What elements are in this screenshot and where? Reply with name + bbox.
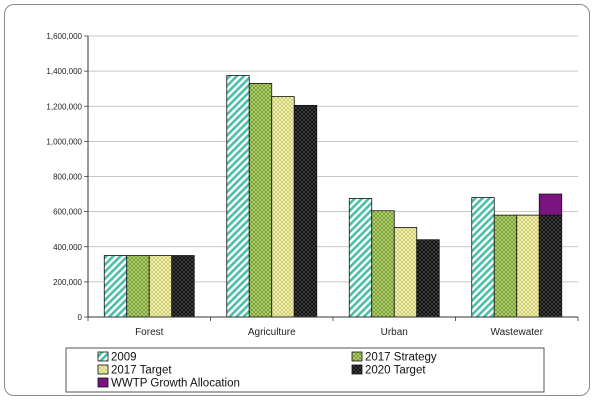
bar-forest-2020-target	[171, 255, 195, 318]
legend-label-wwtp-growth: WWTP Growth Allocation	[111, 378, 240, 390]
bar-agriculture-2017-strategy	[248, 83, 273, 318]
y-tick-label: 1,600,000	[46, 32, 82, 41]
x-category-label: Forest	[135, 327, 164, 338]
y-tick-label: 1,000,000	[46, 137, 82, 146]
bar-agriculture-2017-target	[271, 96, 295, 318]
y-axis-ticks: 0 200,000 400,000 600,000 800,000 1,000,000 1,…	[46, 32, 88, 322]
axes	[87, 36, 579, 321]
bar-urban-2020-target	[416, 239, 440, 318]
y-tick-label: 200,000	[53, 278, 82, 287]
x-category-label: Wastewater	[491, 327, 544, 338]
legend-swatch-2017-target	[97, 364, 109, 375]
legend-label-2017-strategy: 2017 Strategy	[365, 352, 437, 364]
y-tick-label: 1,200,000	[46, 102, 82, 111]
y-tick-label: 800,000	[53, 173, 82, 182]
bar-urban-2017-strategy	[371, 210, 395, 318]
bar-urban-2017-target	[393, 227, 418, 318]
y-tick-label: 400,000	[53, 243, 82, 252]
x-category-label: Agriculture	[248, 327, 296, 338]
bar-wastewater-2017-target	[516, 214, 540, 318]
legend-label-2020-target: 2020 Target	[365, 365, 426, 377]
y-tick-label: 0	[78, 313, 83, 322]
legend-label-2009: 2009	[111, 352, 137, 364]
bar-urban-2009	[348, 198, 373, 318]
legend-swatch-2009	[97, 351, 109, 362]
y-tick-label: 600,000	[53, 208, 82, 217]
bar-agriculture-2009	[226, 75, 250, 318]
bar-wastewater-2020-target	[538, 214, 563, 318]
bar-wastewater-2009	[471, 197, 495, 318]
bar-agriculture-2020-target	[293, 104, 318, 318]
bar-forest-2017-target	[148, 255, 173, 318]
legend: 2009 2017 Strategy 2017 Target 2020 Targ…	[65, 347, 545, 393]
legend-swatch-wwtp-growth	[97, 377, 109, 388]
legend-swatch-2017-strategy	[351, 351, 363, 362]
legend-box	[65, 347, 545, 393]
x-category-label: Urban	[381, 327, 408, 338]
bar-forest-2017-strategy	[126, 255, 150, 318]
bar-wastewater-wwtp-growth-allocation	[538, 193, 563, 216]
legend-swatch-2020-target	[351, 364, 363, 375]
legend-label-2017-target: 2017 Target	[111, 365, 172, 377]
bars	[103, 75, 563, 318]
bar-wastewater-2017-strategy	[493, 214, 518, 318]
x-axis-categories: Forest Agriculture Urban Wastewater	[135, 327, 544, 338]
y-tick-label: 1,400,000	[46, 67, 82, 76]
bar-forest-2009	[103, 255, 128, 318]
